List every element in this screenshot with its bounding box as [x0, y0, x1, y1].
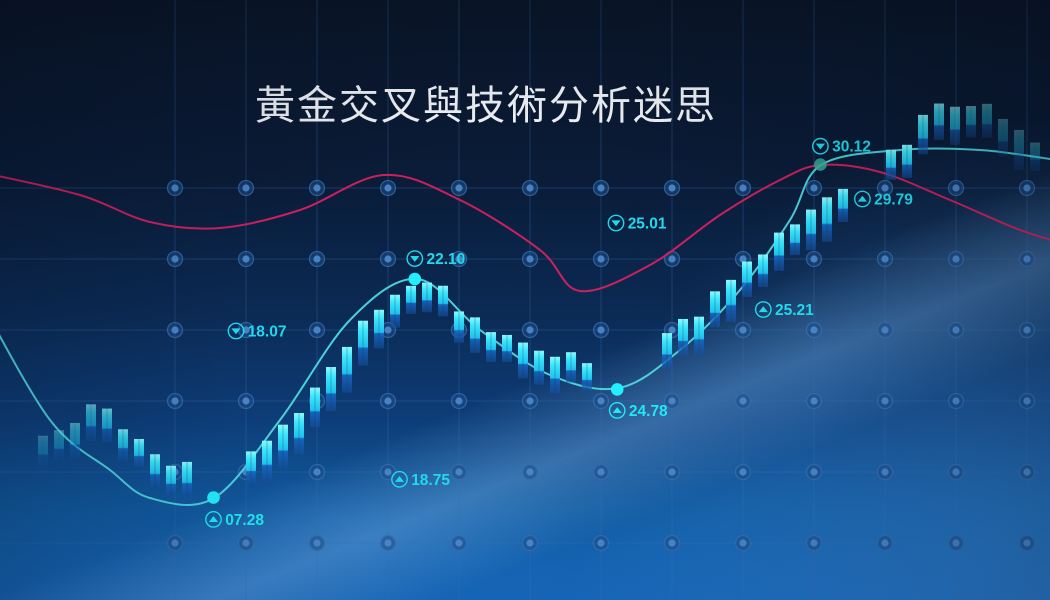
svg-text:30.12: 30.12 [832, 139, 871, 156]
svg-text:22.10: 22.10 [427, 251, 466, 268]
svg-text:25.01: 25.01 [628, 216, 667, 233]
svg-text:18.07: 18.07 [248, 324, 287, 341]
svg-text:29.79: 29.79 [874, 192, 913, 209]
svg-text:24.78: 24.78 [629, 403, 668, 420]
svg-text:18.75: 18.75 [411, 472, 450, 489]
svg-text:07.28: 07.28 [225, 512, 264, 529]
svg-text:25.21: 25.21 [775, 302, 814, 319]
